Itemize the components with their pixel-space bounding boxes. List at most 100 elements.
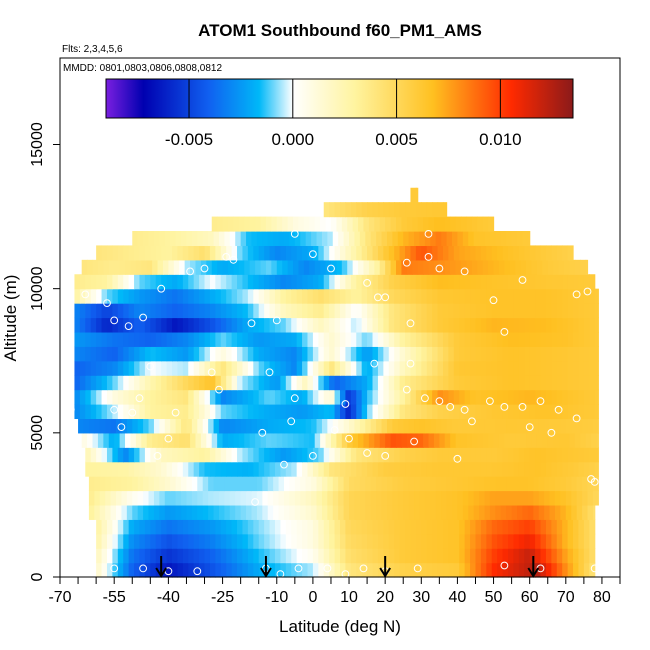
heatmap-cell [426,389,433,405]
heatmap-cell [323,389,330,405]
heatmap-cell [578,548,585,564]
heatmap-cell [318,461,325,477]
heatmap-cell [361,317,368,333]
heatmap-cell [522,476,529,492]
heatmap-cell [139,331,146,347]
heatmap-cell [350,303,357,319]
heatmap-cell [477,432,484,448]
heatmap-cell [589,519,596,535]
heatmap-cell [343,476,350,492]
observation-point [81,290,90,299]
heatmap-cell [410,274,417,290]
heatmap-cell [329,548,336,564]
heatmap-cell [166,375,173,391]
heatmap-cell [361,519,368,535]
heatmap-cell [128,519,135,535]
flight-arrow [379,556,392,578]
heatmap-cell [448,317,455,333]
heatmap-cell [332,476,339,492]
heatmap-cell [137,231,144,247]
heatmap-cell [403,418,410,434]
heatmap-cell [383,360,390,376]
heatmap-cell [551,317,558,333]
heatmap-cell [269,562,276,578]
heatmap-cell [166,274,173,290]
heatmap-cell [540,375,547,391]
heatmap-cell [321,504,328,520]
heatmap-cell [269,533,276,549]
heatmap-cell [484,490,491,506]
heatmap-cell [442,404,449,420]
heatmap-cell [246,490,253,506]
heatmap-cell [177,331,184,347]
heatmap-cell [583,288,590,304]
heatmap-cell [524,389,531,405]
heatmap-cell [361,274,368,290]
heatmap-cell [139,360,146,376]
heatmap-cell [506,490,513,506]
heatmap-cell [388,202,395,218]
heatmap-cell [85,447,92,463]
heatmap-cell [280,317,287,333]
heatmap-cell [307,533,314,549]
heatmap-cell [345,331,352,347]
heatmap-cell [551,404,558,420]
heatmap-cell [470,331,477,347]
heatmap-cell [79,288,86,304]
heatmap-cell [123,317,130,333]
heatmap-cell [370,490,377,506]
heatmap-cell [459,245,466,261]
heatmap-cell [296,562,303,578]
heatmap-cell [544,504,551,520]
heatmap-cell [495,504,502,520]
heatmap-cell [453,331,460,347]
heatmap-cell [271,259,278,275]
y-tick-label: 10000 [29,266,46,311]
heatmap-cell [305,490,312,506]
heatmap-cell [112,288,119,304]
heatmap-cell [383,519,390,535]
heatmap-cell [112,447,119,463]
heatmap-cell [155,404,162,420]
heatmap-cell [473,476,480,492]
heatmap-cell [473,504,480,520]
heatmap-cell [394,360,401,376]
heatmap-cell [388,303,395,319]
heatmap-cell [470,461,477,477]
heatmap-cell [101,245,108,261]
heatmap-cell [405,533,412,549]
heatmap-cell [291,533,298,549]
heatmap-cell [253,375,260,391]
heatmap-cell [549,476,556,492]
heatmap-cell [285,317,292,333]
heatmap-cell [515,432,522,448]
heatmap-cell [524,548,531,564]
heatmap-cell [209,533,216,549]
heatmap-cell [329,375,336,391]
heatmap-cell [426,245,433,261]
heatmap-cell [583,389,590,405]
heatmap-cell [441,231,448,247]
heatmap-cell [573,375,580,391]
heatmap-cell [311,231,318,247]
heatmap-cell [549,418,556,434]
heatmap-cell [166,346,173,362]
heatmap-cell [296,331,303,347]
observation-point [323,564,332,573]
heatmap-cell [186,231,193,247]
heatmap-cell [79,303,86,319]
heatmap-cell [79,360,86,376]
heatmap-cell [195,432,202,448]
heatmap-cell [453,404,460,420]
heatmap-cell [150,303,157,319]
heatmap-cell [139,245,146,261]
heatmap-cell [388,245,395,261]
heatmap-cell [209,519,216,535]
heatmap-cell [128,375,135,391]
heatmap-cell [578,331,585,347]
heatmap-cell [432,346,439,362]
heatmap-cell [264,274,271,290]
heatmap-cell [573,346,580,362]
observation-point [590,478,599,486]
heatmap-cell [491,288,498,304]
